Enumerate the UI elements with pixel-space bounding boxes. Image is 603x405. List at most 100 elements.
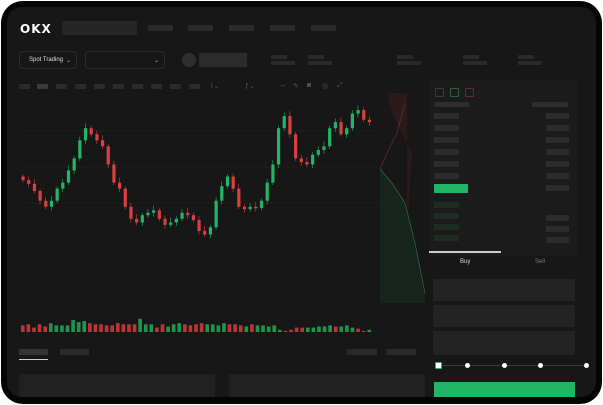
- volume-bar: [289, 329, 293, 332]
- timeframe-button[interactable]: [37, 84, 48, 89]
- ask-amount: [546, 125, 569, 131]
- timeframe-button[interactable]: [56, 84, 67, 89]
- volume-bar: [216, 325, 221, 332]
- volume-bar: [149, 324, 154, 332]
- filter-button[interactable]: [386, 349, 416, 355]
- bids-only-icon[interactable]: [450, 88, 459, 97]
- candle: [100, 140, 105, 147]
- candle: [203, 230, 207, 235]
- line-tool-icon[interactable]: ∼: [280, 83, 286, 90]
- candle: [21, 176, 25, 181]
- volume-bar: [166, 326, 170, 332]
- volume-bar: [82, 321, 87, 332]
- candlestick-chart[interactable]: [7, 93, 432, 333]
- volume-bar: [143, 324, 148, 332]
- volume-bar: [210, 324, 215, 332]
- volume-bar: [261, 325, 265, 332]
- volume-bar: [183, 324, 187, 332]
- volume-bar: [88, 323, 92, 332]
- positions-card: [229, 374, 425, 397]
- nav-item[interactable]: [270, 25, 295, 31]
- tab-order-history[interactable]: [60, 349, 89, 355]
- slider-stop[interactable]: [584, 363, 589, 368]
- volume-bar: [317, 326, 321, 332]
- candle: [328, 128, 332, 147]
- price-input[interactable]: [433, 279, 575, 301]
- candle: [186, 212, 190, 216]
- okx-logo[interactable]: OKX: [20, 22, 52, 36]
- nav-item[interactable]: [311, 25, 336, 31]
- both-sides-icon[interactable]: [435, 88, 444, 97]
- volume-bar: [311, 327, 316, 332]
- amount-input[interactable]: [433, 305, 575, 327]
- trading-mode-dropdown[interactable]: Spot Trading ⌄: [19, 51, 77, 69]
- timeframe-button[interactable]: [151, 84, 162, 89]
- pair-select[interactable]: ⌄: [85, 51, 165, 69]
- candle: [27, 180, 31, 184]
- candle: [265, 182, 269, 201]
- nav-item[interactable]: [188, 25, 213, 31]
- ask-amount: [546, 173, 569, 179]
- stat-label: [518, 55, 534, 59]
- search-input[interactable]: [62, 21, 137, 35]
- bid-price: [434, 224, 459, 230]
- tab-buy[interactable]: Buy: [460, 259, 471, 265]
- slider-handle[interactable]: [435, 362, 442, 369]
- candle: [345, 128, 349, 135]
- volume-bar: [132, 324, 137, 332]
- stat-label: [271, 55, 287, 59]
- volume-bar: [99, 324, 103, 332]
- camera-icon[interactable]: ◙: [307, 82, 312, 89]
- nav-item[interactable]: [148, 25, 173, 31]
- volume-bar: [104, 325, 109, 332]
- candle: [248, 206, 252, 210]
- tab-sell[interactable]: Sell: [535, 259, 546, 265]
- timeframe-button[interactable]: [19, 84, 30, 89]
- total-input[interactable]: [433, 331, 575, 355]
- nav-item[interactable]: [229, 25, 254, 31]
- volume-bar: [194, 324, 198, 332]
- slider-stop[interactable]: [502, 363, 507, 368]
- timeframe-button[interactable]: [189, 84, 200, 89]
- slider-stop[interactable]: [538, 363, 543, 368]
- buy-button[interactable]: [434, 382, 575, 397]
- amount-header: [532, 102, 568, 107]
- stat-label: [463, 55, 479, 59]
- candle: [169, 222, 173, 225]
- volume-bar: [71, 319, 75, 332]
- chart-type-icon[interactable]: ⌇⌄: [210, 83, 220, 90]
- timeframe-button[interactable]: [75, 84, 86, 89]
- candle: [78, 140, 82, 159]
- tab-open-orders[interactable]: [19, 349, 48, 355]
- volume-bar: [278, 329, 282, 332]
- draw-tool-icon[interactable]: ✎: [293, 83, 299, 90]
- bid-price: [434, 235, 459, 241]
- fullscreen-icon[interactable]: ⤢: [337, 82, 343, 89]
- timeframe-button[interactable]: [132, 84, 143, 89]
- timeframe-button[interactable]: [170, 84, 181, 89]
- volume-bar: [227, 324, 232, 332]
- candle: [276, 128, 281, 165]
- timeframe-button[interactable]: [94, 84, 105, 89]
- indicator-icon[interactable]: ƒ⌄: [245, 83, 255, 90]
- candle: [163, 218, 167, 225]
- candle: [356, 110, 360, 114]
- filter-button[interactable]: [347, 349, 377, 355]
- stat-value: [518, 61, 542, 65]
- price-display: [199, 53, 247, 67]
- volume-bar: [222, 323, 226, 332]
- volume-bar: [121, 324, 126, 332]
- timeframe-button[interactable]: [113, 84, 124, 89]
- volume-bar: [333, 326, 338, 332]
- amount-slider[interactable]: [437, 365, 587, 366]
- volume-bar: [294, 327, 299, 332]
- settings-icon[interactable]: ◎: [322, 83, 329, 90]
- ask-amount: [546, 137, 569, 143]
- ask-price: [434, 125, 459, 131]
- asks-only-icon[interactable]: [465, 88, 474, 97]
- candle: [254, 206, 258, 209]
- volume-bar: [305, 327, 310, 332]
- stat-value: [397, 61, 421, 65]
- bid-amount: [546, 237, 569, 243]
- slider-stop[interactable]: [465, 363, 470, 368]
